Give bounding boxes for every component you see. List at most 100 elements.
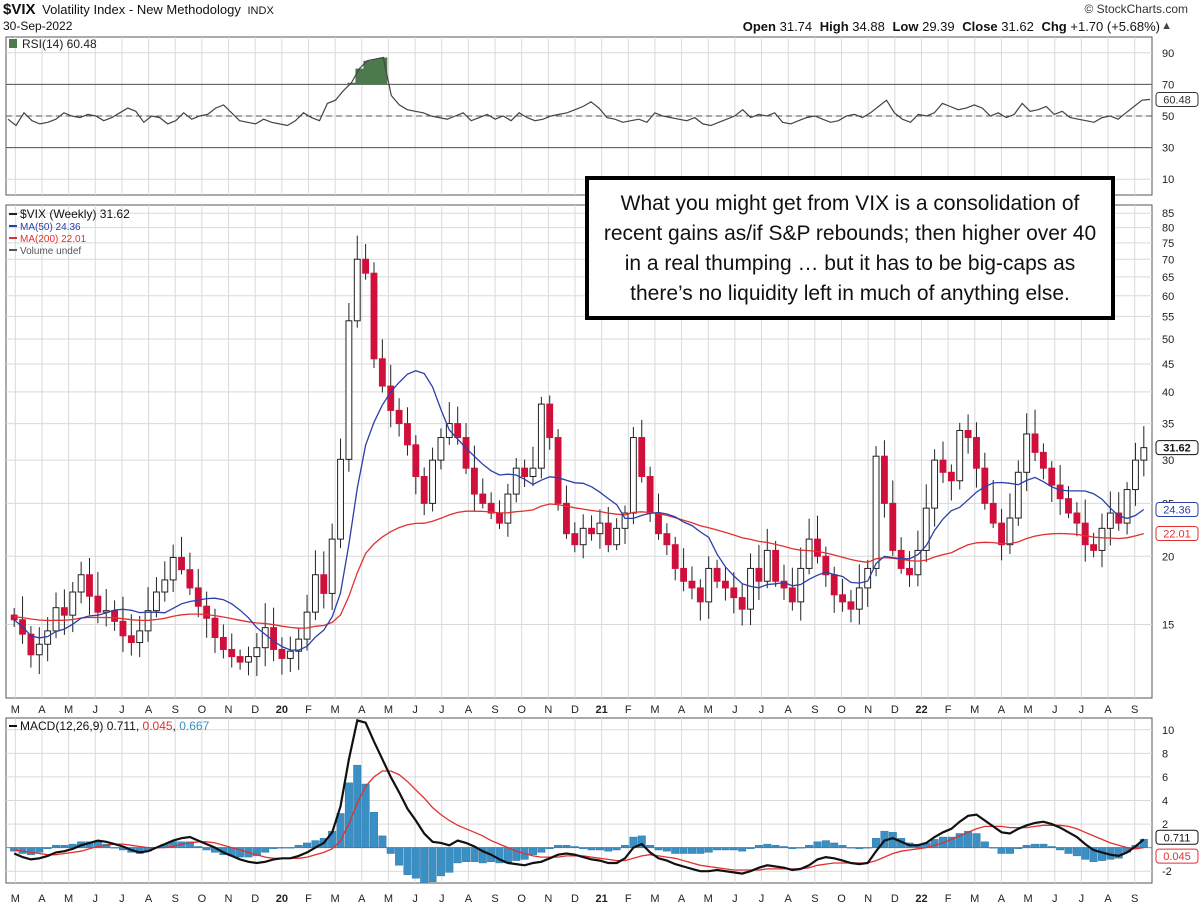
macd-x-tick: A bbox=[145, 893, 153, 905]
price-x-tick: 21 bbox=[596, 704, 608, 716]
candle-body bbox=[1065, 498, 1072, 514]
candle-body bbox=[286, 650, 294, 659]
macd-histogram-bar bbox=[453, 847, 462, 864]
macd-histogram-bar bbox=[1056, 847, 1065, 851]
macd-histogram-bar bbox=[947, 836, 956, 848]
macd-histogram-bar bbox=[236, 847, 245, 858]
candle-body bbox=[429, 459, 436, 504]
macd-histogram-bar bbox=[1031, 843, 1040, 848]
candle-body bbox=[1006, 517, 1014, 546]
macd-histogram-bar bbox=[26, 847, 35, 855]
macd-x-tick: M bbox=[64, 893, 73, 905]
macd-histogram-bar bbox=[972, 833, 981, 848]
macd-x-tick: A bbox=[1104, 893, 1112, 905]
rsi-overbought-fill bbox=[347, 57, 388, 85]
ma200-last-value: 22.01 bbox=[1163, 529, 1191, 541]
price-x-tick: M bbox=[331, 704, 340, 716]
candle-body bbox=[404, 423, 411, 446]
price-y-tick: 45 bbox=[1162, 359, 1174, 371]
candle-body bbox=[161, 579, 169, 593]
candle-body bbox=[814, 538, 821, 557]
price-x-tick: F bbox=[305, 704, 312, 716]
candle-body bbox=[337, 458, 344, 540]
price-x-tick: O bbox=[837, 704, 846, 716]
candle-body bbox=[86, 574, 93, 597]
low-value: 29.39 bbox=[922, 19, 955, 34]
price-x-tick: F bbox=[945, 704, 952, 716]
price-x-tick: M bbox=[64, 704, 73, 716]
change-up-icon: ▲ bbox=[1161, 20, 1172, 32]
candle-body bbox=[420, 475, 428, 504]
macd-x-tick: S bbox=[172, 893, 179, 905]
price-x-tick: S bbox=[811, 704, 818, 716]
candle-body bbox=[722, 580, 729, 589]
candle-body bbox=[922, 507, 930, 551]
candle-body bbox=[1056, 484, 1064, 500]
candle-body bbox=[655, 512, 662, 535]
macd-y-tick: 8 bbox=[1162, 748, 1168, 760]
quote-bar: Open 31.74 High 34.88 Low 29.39 Close 31… bbox=[742, 19, 1160, 34]
macd-histogram-bar bbox=[436, 847, 445, 877]
candle-body bbox=[638, 437, 646, 477]
macd-legend: MACD(12,26,9) 0.711, 0.045, 0.667 bbox=[20, 719, 210, 733]
price-y-tick: 60 bbox=[1162, 291, 1174, 303]
ticker-symbol: $VIX bbox=[3, 1, 36, 18]
macd-histogram-bar bbox=[1047, 846, 1056, 848]
macd-histogram-bar bbox=[529, 847, 537, 855]
candle-body bbox=[1090, 544, 1098, 551]
candle-body bbox=[228, 648, 236, 658]
macd-histogram-bar bbox=[1064, 847, 1073, 854]
candle-body bbox=[563, 502, 570, 535]
candle-body bbox=[880, 455, 888, 504]
macd-histogram-bar bbox=[110, 847, 119, 849]
candle-body bbox=[1039, 451, 1047, 469]
price-last-close-box bbox=[1155, 440, 1199, 456]
candle-body bbox=[546, 403, 554, 439]
price-y-tick: 85 bbox=[1162, 208, 1174, 220]
macd-histogram-bar bbox=[813, 841, 822, 848]
candle-body bbox=[261, 627, 269, 649]
macd-histogram-bar bbox=[612, 847, 621, 851]
candle-body bbox=[454, 423, 462, 439]
index-name: Volatility Index - New Methodology bbox=[42, 2, 241, 17]
macd-histogram-bar bbox=[495, 847, 504, 864]
candle-body bbox=[696, 587, 704, 603]
candle-body bbox=[1140, 447, 1148, 461]
candle-body bbox=[613, 527, 621, 546]
price-x-tick: A bbox=[678, 704, 686, 716]
macd-histogram-bar bbox=[704, 847, 713, 853]
price-x-tick: N bbox=[544, 704, 552, 716]
macd-histogram-bar bbox=[621, 845, 629, 848]
macd-x-tick: A bbox=[358, 893, 366, 905]
candle-body bbox=[153, 591, 160, 612]
macd-histogram-bar bbox=[788, 847, 797, 850]
macd-histogram-bar bbox=[738, 847, 747, 852]
price-x-tick: 22 bbox=[915, 704, 927, 716]
macd-x-tick: D bbox=[571, 893, 579, 905]
chart-title: $VIX Volatility Index - New Methodology … bbox=[3, 2, 274, 19]
candle-body bbox=[663, 533, 671, 546]
macd-histogram-bar bbox=[964, 830, 973, 848]
macd-x-tick: F bbox=[625, 893, 632, 905]
candle-body bbox=[387, 385, 395, 411]
macd-histogram-bar bbox=[796, 847, 805, 849]
price-y-tick: 35 bbox=[1162, 419, 1174, 431]
price-y-tick: 15 bbox=[1162, 619, 1174, 631]
candle-body bbox=[504, 493, 512, 524]
candle-body bbox=[579, 527, 587, 546]
macd-x-tick: D bbox=[251, 893, 259, 905]
macd-x-tick: S bbox=[811, 893, 818, 905]
candle-body bbox=[889, 502, 897, 551]
candle-body bbox=[947, 471, 955, 482]
exchange-label: INDX bbox=[247, 5, 274, 17]
candle-body bbox=[353, 258, 361, 322]
candle-body bbox=[1014, 471, 1022, 519]
macd-x-tick: O bbox=[517, 893, 526, 905]
macd-histogram-bar bbox=[277, 847, 286, 849]
candle-body bbox=[119, 620, 127, 637]
macd-x-tick: M bbox=[650, 893, 659, 905]
candle-body bbox=[1073, 512, 1081, 524]
price-x-tick: A bbox=[38, 704, 46, 716]
rsi-line bbox=[7, 56, 1151, 127]
macd-histogram-bar bbox=[269, 847, 278, 850]
